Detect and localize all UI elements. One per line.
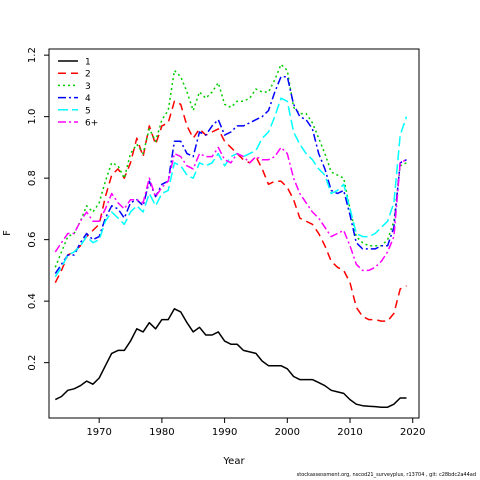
y-tick-label: 0.4	[27, 293, 38, 309]
series-line-6plus	[54, 146, 407, 272]
series-line-3	[54, 63, 407, 268]
legend: 1 2 3 4 5 6+	[58, 58, 98, 129]
legend-label: 1	[85, 58, 91, 68]
y-tick-label: 1.2	[27, 47, 38, 63]
legend-label: 4	[85, 94, 91, 104]
y-tick-label: 0.8	[27, 170, 38, 186]
x-tick-label: 2020	[400, 427, 425, 438]
legend-label: 5	[85, 106, 91, 116]
series-line-2	[54, 100, 407, 322]
legend-label: 3	[85, 82, 91, 92]
x-tick-label: 2000	[275, 427, 300, 438]
series-line-4	[54, 75, 407, 274]
legend-label: 2	[85, 70, 91, 80]
x-tick-label: 2010	[337, 427, 362, 438]
legend-label: 6+	[85, 119, 98, 129]
y-axis: 0.2 0.4 0.6 0.8 1.0 1.2	[27, 47, 49, 371]
x-axis: 1970 1980 1990 2000 2010 2020	[86, 418, 425, 438]
x-axis-label: Year	[222, 456, 245, 467]
x-tick-label: 1980	[149, 427, 174, 438]
plot-frame	[48, 48, 420, 419]
footer-source-text: stockassessment.org, nscod21_surveyplus,…	[296, 472, 476, 478]
y-tick-label: 0.6	[27, 232, 38, 248]
y-tick-label: 0.2	[27, 355, 38, 371]
series-lines	[54, 63, 408, 408]
series-line-5	[54, 97, 408, 278]
x-tick-label: 1990	[212, 427, 237, 438]
y-axis-label: F	[2, 230, 13, 236]
x-tick-label: 1970	[86, 427, 111, 438]
series-line-1	[54, 308, 407, 408]
y-tick-label: 1.0	[27, 109, 38, 125]
